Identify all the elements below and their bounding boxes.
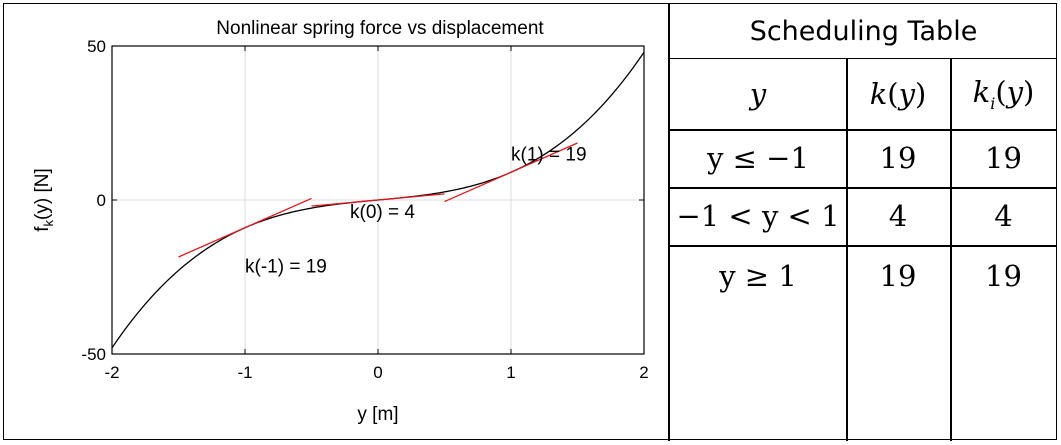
header-ki: ki(y): [950, 59, 1057, 129]
header-k: k(y): [846, 59, 950, 129]
x-tick-label: -1: [237, 363, 252, 382]
row3-k: 19: [879, 259, 917, 293]
y-tick-label: 0: [97, 191, 106, 210]
y-axis-label-sub: k: [41, 219, 56, 226]
y-tick-label: -50: [81, 345, 106, 364]
tangent-annotation-3: k(1) = 19: [511, 144, 587, 165]
chart: -2 -1 0 1 2 -50 0 50 Nonlinear spring force vs d…: [32, 18, 649, 425]
table-col-rule: [950, 59, 952, 441]
row3-condition: y ≥ 1: [719, 259, 797, 293]
header-ki-label: ki(y): [972, 75, 1035, 113]
row2-condition: −1 < y < 1: [676, 199, 840, 233]
header-y: y: [670, 59, 846, 129]
chart-title: Nonlinear spring force vs displacement: [216, 18, 544, 39]
table-rule: [670, 245, 1057, 247]
x-tick-label: -2: [104, 363, 119, 382]
chart-panel: -2 -1 0 1 2 -50 0 50 Nonlinear spring force vs d…: [4, 4, 668, 441]
x-tick-label: 2: [639, 363, 648, 382]
row1-k: 19: [879, 141, 917, 175]
row1-ki: 19: [985, 141, 1022, 175]
tangent-annotation-1: k(-1) = 19: [245, 257, 327, 278]
table-rule: [670, 129, 1057, 131]
row3-ki: 19: [985, 259, 1022, 293]
table-rule: [670, 187, 1057, 189]
x-tick-label: 1: [506, 363, 515, 382]
header-y-label: y: [749, 77, 767, 111]
row2-k: 4: [888, 199, 908, 233]
y-tick-label: 50: [87, 37, 106, 56]
table-col-rule: [846, 59, 848, 441]
y-axis-label-main: f: [32, 226, 53, 232]
scheduling-table: Scheduling Table y k(y) ki(y) y ≤ −1 19 …: [670, 4, 1057, 441]
figure-frame: -2 -1 0 1 2 -50 0 50 Nonlinear spring force vs d…: [3, 3, 1057, 441]
y-axis-label-rest: (y) [N]: [32, 168, 53, 220]
panel-divider: [668, 4, 670, 441]
tangent-line-1: [178, 197, 312, 258]
y-axis-label: fk(y) [N]: [32, 168, 56, 232]
x-tick-label: 0: [373, 363, 382, 382]
table-grid: y k(y) ki(y) y ≤ −1 19 19 −1 < y < 1 4 4…: [670, 59, 1057, 441]
table-title: Scheduling Table: [670, 4, 1057, 59]
tangent-line-2: [311, 193, 445, 207]
row1-condition: y ≤ −1: [707, 141, 809, 175]
tangent-annotation-2: k(0) = 4: [350, 202, 415, 223]
x-axis-label: y [m]: [357, 404, 398, 425]
tangent-line-3: [444, 142, 578, 203]
header-k-label: k(y): [869, 77, 927, 111]
row2-ki: 4: [994, 199, 1013, 233]
